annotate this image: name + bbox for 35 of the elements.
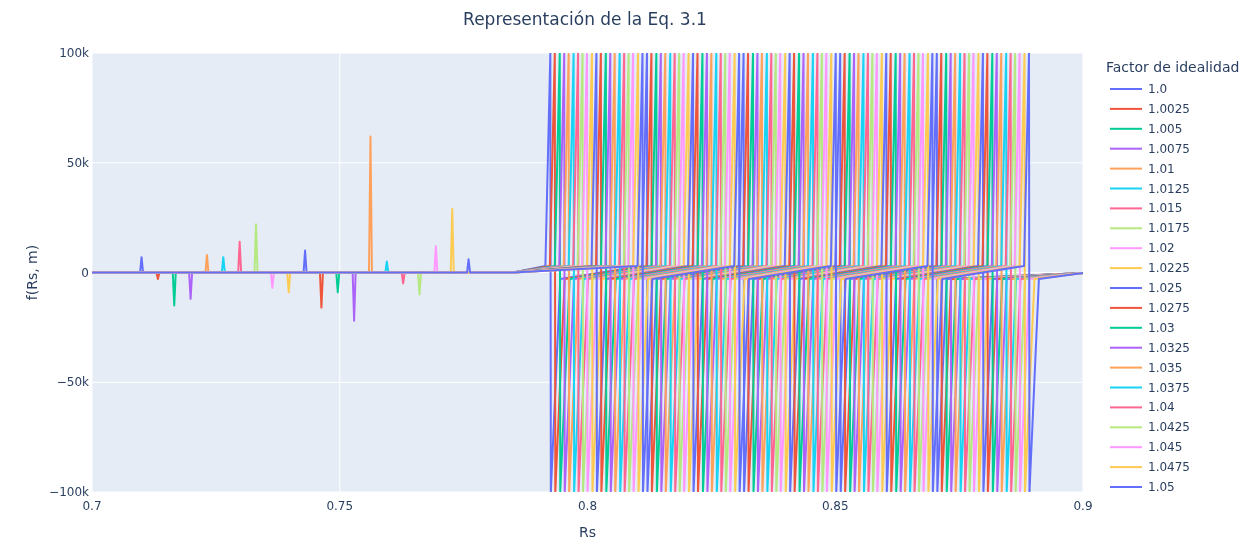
legend-title: Factor de idealidad [1106,59,1240,75]
legend-label: 1.0125 [1148,181,1190,196]
legend-label: 1.0475 [1148,460,1190,475]
x-tick-label: 0.75 [326,499,354,513]
legend-label: 1.045 [1148,440,1183,455]
legend-label: 1.0075 [1148,141,1190,156]
legend-label: 1.015 [1148,201,1183,216]
legend-label: 1.0425 [1148,420,1190,435]
chart-title: Representación de la Eq. 3.1 [463,9,707,29]
legend-label: 1.02 [1148,241,1175,256]
y-axis-title: f(Rs, m) [24,244,40,301]
legend-label: 1.03 [1148,320,1175,335]
x-tick-label: 0.8 [577,499,598,513]
legend-label: 1.025 [1148,281,1183,295]
x-tick-label: 0.9 [1073,499,1093,513]
y-tick-label: −100k [49,485,90,499]
y-tick-label: 0 [81,265,89,280]
legend-label: 1.0 [1148,82,1168,96]
legend-label: 1.0275 [1148,300,1190,315]
legend-label: 1.005 [1148,121,1183,136]
legend-label: 1.05 [1148,480,1175,494]
y-tick-label: 100k [59,46,90,60]
legend-label: 1.01 [1148,161,1175,176]
legend-label: 1.0375 [1148,380,1190,395]
y-tick-label: −50k [56,375,90,390]
legend-label: 1.04 [1148,400,1175,415]
x-tick-label: 0.7 [82,499,102,513]
legend-label: 1.035 [1148,360,1183,375]
x-tick-label: 0.85 [821,499,849,513]
y-tick-label: 50k [66,155,90,170]
legend-label: 1.0175 [1148,221,1190,236]
legend-label: 1.0025 [1148,101,1190,116]
x-axis-title: Rs [578,524,597,540]
legend-label: 1.0325 [1148,340,1190,355]
legend-label: 1.0225 [1148,261,1190,276]
